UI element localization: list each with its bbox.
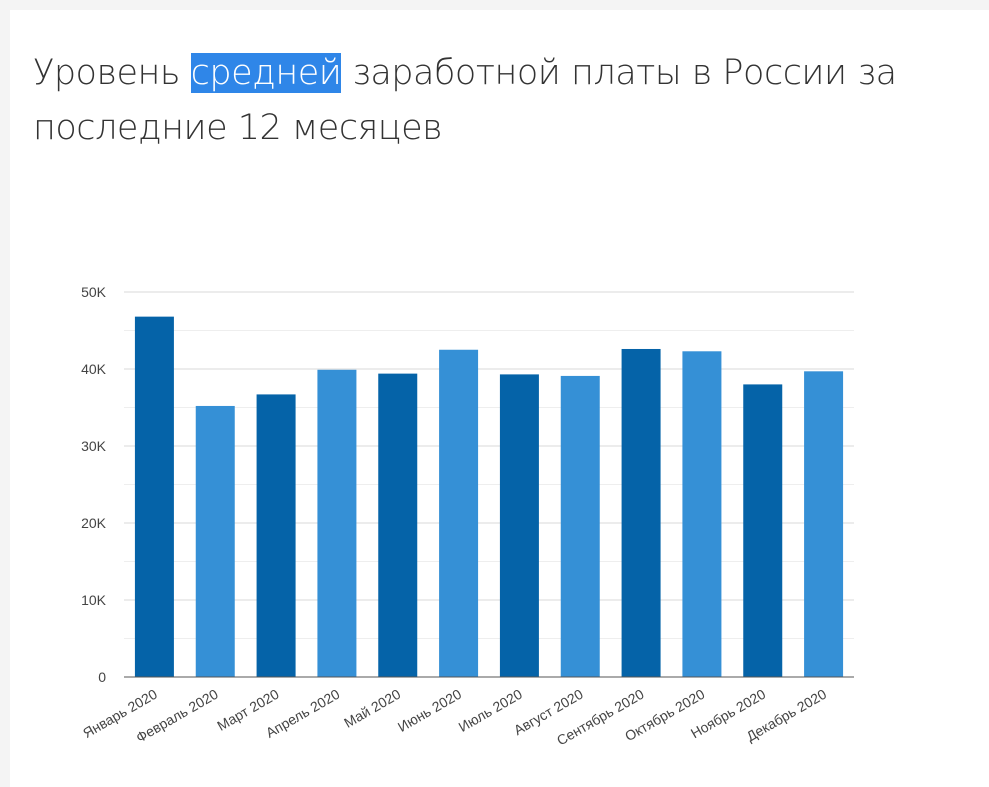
x-tick-label: Май 2020 bbox=[341, 686, 403, 731]
bar bbox=[439, 349, 479, 677]
bar bbox=[499, 374, 539, 677]
bar bbox=[195, 405, 235, 677]
x-tick-label: Июнь 2020 bbox=[395, 686, 464, 735]
bar bbox=[134, 316, 174, 677]
bar bbox=[378, 373, 418, 677]
y-tick-label: 30K bbox=[81, 438, 107, 454]
bar bbox=[621, 348, 661, 677]
y-tick-label: 10K bbox=[81, 592, 107, 608]
y-tick-label: 40K bbox=[81, 361, 107, 377]
bar bbox=[743, 384, 783, 677]
bar bbox=[317, 369, 357, 677]
y-tick-label: 50K bbox=[81, 284, 107, 300]
bar bbox=[682, 351, 722, 677]
title-highlighted-text[interactable]: средней bbox=[190, 53, 342, 93]
bar bbox=[256, 394, 296, 677]
y-tick-label: 20K bbox=[81, 515, 107, 531]
y-tick-label: 0 bbox=[98, 669, 106, 685]
bar bbox=[804, 371, 844, 677]
bar bbox=[560, 375, 600, 677]
page-title: Уровень средней заработной платы в Росси… bbox=[33, 46, 933, 156]
title-text-start: Уровень bbox=[33, 53, 191, 93]
title-text-end: заработной платы в России за последние 1… bbox=[33, 53, 897, 148]
